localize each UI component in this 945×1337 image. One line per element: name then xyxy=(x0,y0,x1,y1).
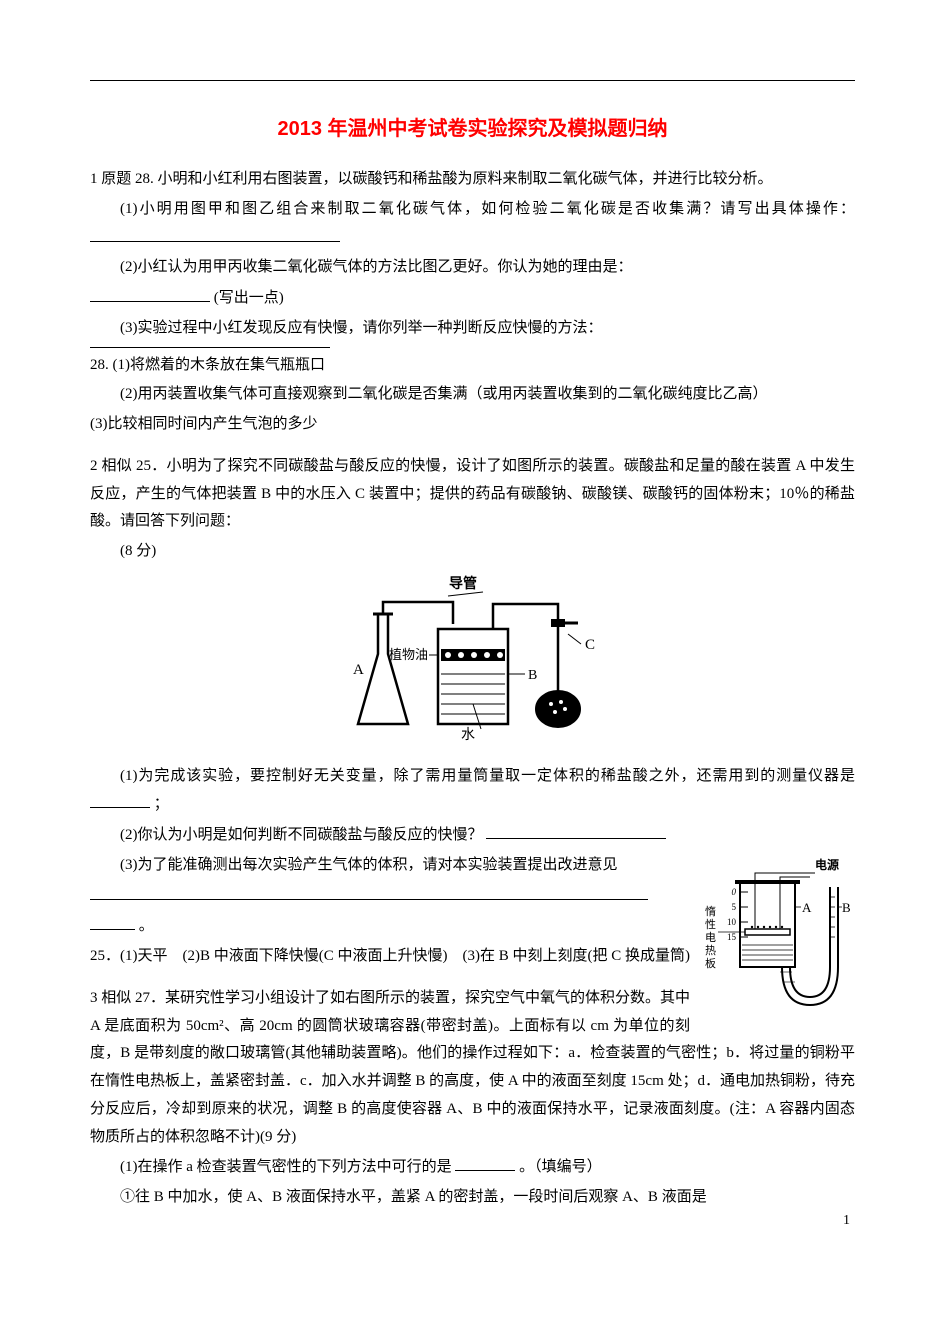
fig1-A: A xyxy=(353,662,364,678)
q2-p1-tail: ； xyxy=(154,796,169,812)
q1-p3-text: (3)实验过程中小红发现反应有快慢，请你列举一种判断反应快慢的方法： xyxy=(120,320,603,336)
q2-p2-blank xyxy=(486,821,666,839)
q1-p2-line2: (写出一点) xyxy=(90,284,855,313)
page-number: 1 xyxy=(843,1208,850,1234)
q2-p3-blank1 xyxy=(90,882,648,900)
q3-p1-tail: 。（填编号） xyxy=(519,1159,602,1175)
q1-p2-tail: (写出一点) xyxy=(214,290,284,306)
q3-p2: ①往 B 中加水，使 A、B 液面保持水平，盖紧 A 的密封盖，一段时间后观察 … xyxy=(90,1184,855,1212)
fig2-inert2: 性 xyxy=(705,917,716,931)
fig1-B: B xyxy=(528,668,537,683)
q2-p3-blank2 xyxy=(90,912,135,930)
q1-p1-text: (1)小明用图甲和图乙组合来制取二氧化碳气体，如何检验二氧化碳是否收集满？请写出… xyxy=(120,201,855,217)
q2-p1: (1)为完成该实验，要控制好无关变量，除了需用量筒量取一定体积的稀盐酸之外，还需… xyxy=(90,763,855,820)
q3-p1-text: (1)在操作 a 检查装置气密性的下列方法中可行的是 xyxy=(120,1159,452,1175)
q1-p2-text: (2)小红认为用甲丙收集二氧化碳气体的方法比图乙更好。你认为她的理由是： xyxy=(120,259,633,275)
q2-figure1-svg: 导管 A B 植物油 水 xyxy=(333,574,613,744)
page-title: 2013 年温州中考试卷实验探究及模拟题归纳 xyxy=(90,111,855,148)
q2-p2-text: (2)你认为小明是如何判断不同碳酸盐与酸反应的快慢？ xyxy=(120,827,483,843)
fig2-scale5: 5 xyxy=(732,902,737,912)
fig1-C: C xyxy=(585,637,595,653)
fig2-inert4: 热 xyxy=(705,944,716,957)
fig2-scale0: 0 xyxy=(732,887,737,897)
q2-points: (8 分) xyxy=(90,538,855,566)
fig2-inert5: 板 xyxy=(705,956,716,970)
fig2-power: 电源 xyxy=(815,857,839,872)
q2-figure1: 导管 A B 植物油 水 xyxy=(90,574,855,755)
q3-p1: (1)在操作 a 检查装置气密性的下列方法中可行的是 。（填编号） xyxy=(90,1153,855,1182)
fig1-oil: 植物油 xyxy=(388,647,427,662)
q1-intro: 1 原题 28. 小明和小红利用右图装置，以碳酸钙和稀盐酸为原料来制取二氧化碳气… xyxy=(90,166,855,194)
top-rule xyxy=(90,80,855,81)
fig2-scale10: 10 xyxy=(727,917,737,927)
fig2-B: B xyxy=(842,900,851,915)
q1-p2: (2)小红认为用甲丙收集二氧化碳气体的方法比图乙更好。你认为她的理由是： xyxy=(90,254,855,282)
q1-divider xyxy=(90,347,330,348)
q2-figure2-svg: 电源 0 5 10 15 惰 性 电 热 板 xyxy=(700,857,855,1027)
q1-p3: (3)实验过程中小红发现反应有快慢，请你列举一种判断反应快慢的方法： xyxy=(90,315,855,343)
q1-a3: (3)比较相同时间内产生气泡的多少 xyxy=(90,411,855,439)
fig2-scale15: 15 xyxy=(727,932,737,942)
q3-p1-blank xyxy=(455,1153,515,1171)
q2-p3-tail: 。 xyxy=(139,918,154,934)
fig2-A: A xyxy=(802,900,812,915)
q2-p1-blank xyxy=(90,790,150,808)
q2-intro: 2 相似 25．小明为了探究不同碳酸盐与酸反应的快慢，设计了如图所示的装置。碳酸… xyxy=(90,453,855,536)
q2-figure2: 电源 0 5 10 15 惰 性 电 热 板 xyxy=(700,857,855,1038)
fig1-tube-label: 导管 xyxy=(449,575,477,592)
q1-p2-blank xyxy=(90,284,210,302)
fig2-inert3: 电 xyxy=(705,931,716,944)
q2-p2: (2)你认为小明是如何判断不同碳酸盐与酸反应的快慢？ xyxy=(90,821,855,850)
q1-a1: 28. (1)将燃着的木条放在集气瓶瓶口 xyxy=(90,352,855,380)
fig1-water: 水 xyxy=(461,727,475,743)
q2-p3-text: (3)为了能准确测出每次实验产生气体的体积，请对本实验装置提出改进意见 xyxy=(120,857,618,873)
q1-p1: (1)小明用图甲和图乙组合来制取二氧化碳气体，如何检验二氧化碳是否收集满？请写出… xyxy=(90,196,855,253)
q1-a2: (2)用丙装置收集气体可直接观察到二氧化碳是否集满（或用丙装置收集到的二氧化碳纯… xyxy=(90,381,855,409)
fig2-inert1: 惰 xyxy=(705,904,716,918)
q2-p1-text: (1)为完成该实验，要控制好无关变量，除了需用量筒量取一定体积的稀盐酸之外，还需… xyxy=(120,768,855,784)
q1-p1-blank xyxy=(90,224,340,242)
